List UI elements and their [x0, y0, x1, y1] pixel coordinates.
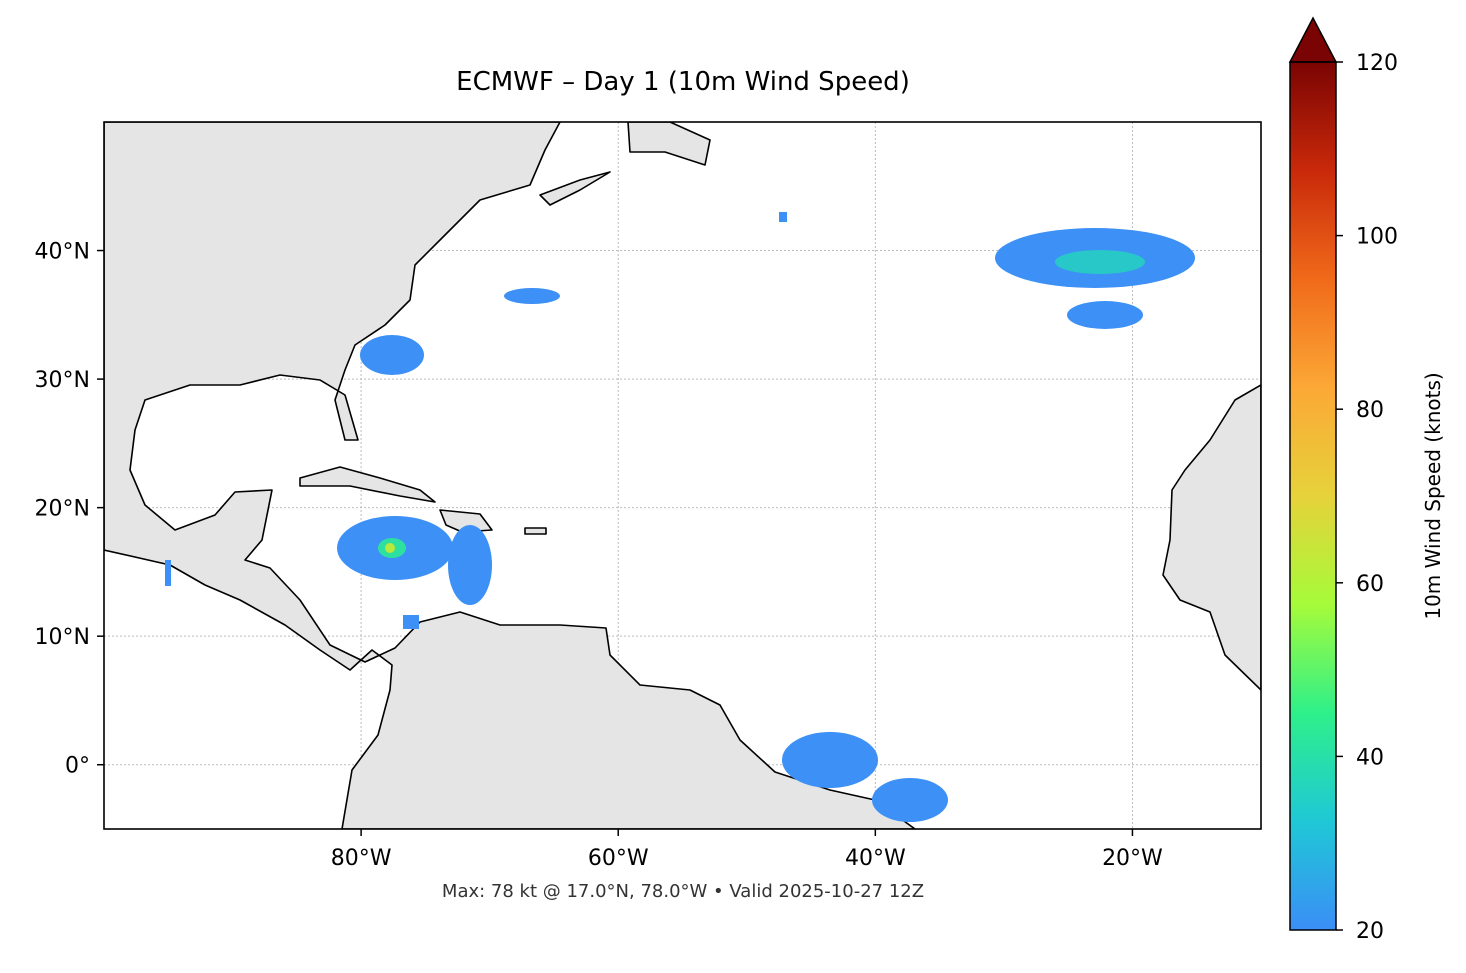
africa: [1162, 384, 1261, 691]
colorbar-tick-label: 40: [1356, 745, 1384, 770]
footnote: Max: 78 kt @ 17.0°N, 78.0°W • Valid 2025…: [442, 881, 924, 902]
axis-ticks: 80°W 60°W 40°W 20°W 0° 10°N 20°N 30°N 40°N: [35, 240, 1164, 871]
cuba: [299, 466, 436, 503]
y-tick-label: 40°N: [35, 240, 90, 265]
y-tick-label: 0°: [65, 754, 90, 779]
y-tick-label: 30°N: [35, 368, 90, 393]
colorbar-extension: [1288, 16, 1338, 63]
plot-frame: [103, 121, 1262, 830]
colorbar: 20 40 60 80 100 120: [1288, 16, 1398, 944]
colorbar-tick-label: 20: [1356, 919, 1384, 944]
americas: [104, 122, 916, 829]
newfoundland: [627, 122, 711, 166]
colorbar-frame: [1289, 61, 1337, 931]
colorbar-scale: [1290, 62, 1336, 930]
title: ECMWF – Day 1 (10m Wind Speed): [456, 67, 910, 97]
x-tick-label: 80°W: [331, 846, 392, 871]
colorbar-tick-label: 80: [1356, 398, 1384, 423]
colorbar-tick-label: 60: [1356, 572, 1384, 597]
y-tick-label: 10°N: [35, 625, 90, 650]
colorbar-label: 10m Wind Speed (knots): [1421, 372, 1445, 619]
nova-scotia: [539, 171, 611, 206]
y-tick-label: 20°N: [35, 497, 90, 522]
puerto-rico: [524, 527, 547, 535]
x-tick-label: 40°W: [845, 846, 906, 871]
colorbar-tick-label: 120: [1356, 51, 1398, 76]
colorbar-tick-label: 100: [1356, 225, 1398, 250]
wind-field: [165, 212, 1195, 822]
x-tick-label: 20°W: [1102, 846, 1163, 871]
map-layers: [104, 122, 1261, 829]
x-tick-label: 60°W: [588, 846, 649, 871]
